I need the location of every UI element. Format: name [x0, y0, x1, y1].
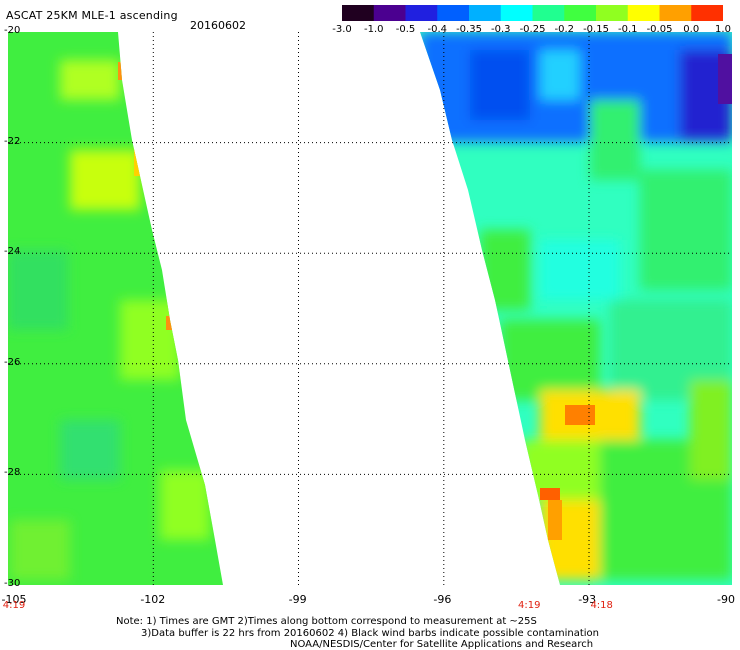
longitude-label: -96 [433, 593, 452, 606]
colorbar-swatch [469, 5, 502, 21]
longitude-label: -90 [717, 593, 735, 606]
colorbar-swatch [691, 5, 723, 21]
colorbar-swatch [564, 5, 597, 21]
right-swath [420, 32, 732, 585]
latitude-label: -24 [4, 246, 21, 258]
colorbar-label: -3.0 [332, 24, 352, 35]
pass-time-label: 4:19 [2, 600, 26, 611]
map-title: ASCAT 25KM MLE-1 ascending [6, 9, 178, 22]
longitude-label: -99 [288, 593, 307, 606]
colorbar-label: -0.05 [646, 24, 673, 35]
colorbar-label: -0.35 [456, 24, 482, 35]
colorbar [342, 5, 723, 21]
colorbar-label: -1.0 [363, 24, 384, 35]
colorbar-swatch [437, 5, 470, 21]
pass-time-label: 4:19 [518, 600, 541, 611]
colorbar-label: 0.0 [683, 24, 700, 35]
note-line-1: Note: 1) Times are GMT 2)Times along bot… [116, 616, 537, 627]
pass-time-label: 4:18 [590, 600, 613, 611]
note-line-3: NOAA/NESDIS/Center for Satellite Applica… [290, 639, 594, 650]
colorbar-swatch [500, 5, 533, 21]
longitude-label: -102 [140, 593, 166, 606]
colorbar-label: -0.3 [490, 24, 511, 35]
colorbar-swatch [373, 5, 406, 21]
longitude-label: -93 [578, 593, 597, 606]
latitude-label: -22 [4, 135, 21, 147]
colorbar-label: -0.2 [554, 24, 575, 35]
colorbar-swatch [405, 5, 438, 21]
latitude-label: -28 [4, 467, 21, 479]
map-date: 20160602 [190, 19, 246, 32]
colorbar-label: -0.1 [617, 24, 638, 35]
latitude-label: -26 [4, 356, 21, 368]
colorbar-label: -0.4 [427, 24, 448, 35]
left-swath [8, 32, 223, 585]
longitude-label: -105 [1, 593, 27, 606]
colorbar-swatch [596, 5, 629, 21]
latitude-label: -20 [4, 25, 21, 36]
colorbar-label: 1.0 [715, 24, 731, 35]
colorbar-swatch [627, 5, 660, 21]
map-grid [8, 32, 732, 585]
colorbar-swatch [342, 5, 375, 21]
colorbar-swatch [532, 5, 565, 21]
colorbar-label: -0.5 [395, 24, 416, 35]
colorbar-label: -0.25 [519, 24, 546, 35]
colorbar-label: -0.15 [583, 24, 609, 35]
latitude-label: -30 [4, 578, 21, 589]
note-line-2: 3)Data buffer is 22 hrs from 20160602 4)… [141, 628, 599, 639]
colorbar-swatch [659, 5, 692, 21]
